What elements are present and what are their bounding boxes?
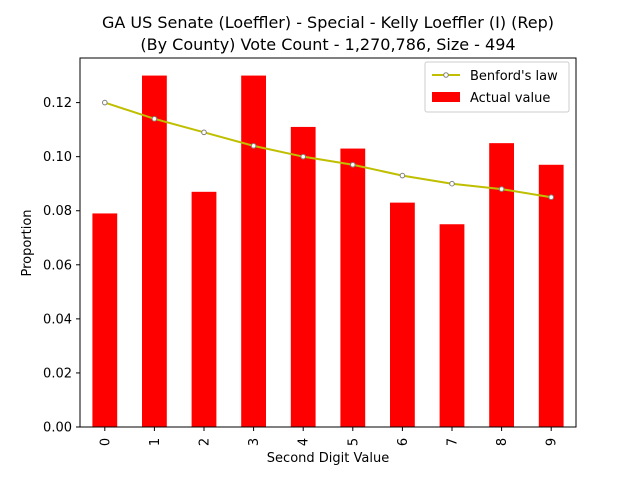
bar-digit-4 [290, 126, 316, 428]
x-tick-label: 3 [247, 438, 262, 446]
x-tick-label: 6 [396, 438, 411, 446]
benford-point-5 [350, 161, 356, 168]
legend-actual-label: Actual value [470, 91, 550, 106]
y-tick-label: 0.00 [43, 421, 72, 436]
x-tick-label: 0 [98, 438, 113, 446]
x-tick-label: 9 [545, 438, 560, 446]
benford-point-7 [449, 180, 455, 187]
chart-title-line-1: GA US Senate (Loeffler) - Special - Kell… [102, 13, 554, 32]
x-tick-label: 5 [346, 438, 361, 446]
x-tick-label: 4 [297, 438, 312, 446]
legend-actual-swatch [432, 92, 460, 102]
plot-area: 0.00 0.02 0.04 0.06 0.08 0.10 0.12 0 1 2 3 4 5 6 7 8 9 [43, 57, 577, 446]
y-tick-label: 0.06 [43, 258, 72, 273]
y-tick-label: 0.12 [43, 96, 72, 111]
bar-digit-6 [390, 202, 415, 427]
chart-title-line-2: (By County) Vote Count - 1,270,786, Size… [140, 35, 515, 54]
legend-benford-marker-swatch [443, 72, 449, 78]
bar-digit-1 [142, 75, 167, 427]
benford-line [104, 101, 552, 199]
y-axis-label: Proportion [20, 209, 35, 276]
bar-digit-2 [191, 191, 217, 427]
benford-point-0 [102, 99, 108, 106]
benford-point-9 [548, 194, 555, 201]
x-tick-label: 1 [148, 438, 163, 446]
axes-frame [79, 57, 577, 428]
bar-digit-7 [439, 224, 465, 427]
bar-digit-8 [489, 143, 514, 427]
x-tick-label: 8 [495, 438, 510, 446]
benford-point-3 [250, 143, 257, 149]
benford-point-6 [399, 172, 406, 179]
bar-digit-5 [340, 148, 366, 427]
x-tick-label: 2 [198, 438, 213, 446]
legend: Benford's law Actual value [424, 61, 570, 113]
x-tick-label: 7 [446, 438, 461, 446]
benford-point-8 [498, 186, 505, 192]
benford-point-2 [201, 129, 207, 136]
y-tick-label: 0.02 [43, 366, 72, 381]
y-tick-label: 0.08 [43, 204, 72, 219]
bar-digit-9 [538, 164, 564, 427]
y-tick-label: 0.10 [43, 150, 72, 165]
bar-digit-0 [92, 213, 118, 427]
benford-point-4 [300, 153, 307, 160]
benford-point-1 [151, 116, 158, 122]
bar-digit-3 [241, 75, 266, 427]
x-axis-label: Second Digit Value [267, 451, 389, 466]
y-tick-label: 0.04 [43, 312, 72, 327]
legend-benford-label: Benford's law [470, 69, 558, 84]
legend-box [424, 61, 570, 113]
